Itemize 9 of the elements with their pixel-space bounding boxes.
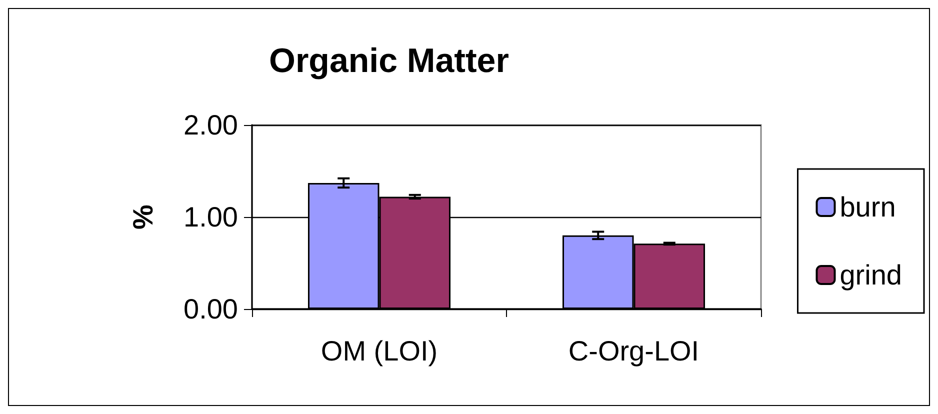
y-tick-label: 0.00 xyxy=(184,294,238,324)
legend-label: grind xyxy=(840,260,902,290)
y-tick-label: 2.00 xyxy=(184,110,238,140)
legend-label: burn xyxy=(840,192,896,222)
y-tick-label: 1.00 xyxy=(184,202,238,232)
chart-title: Organic Matter xyxy=(269,42,509,80)
x-tick-label: OM (LOI) xyxy=(320,336,438,366)
y-axis-title: % xyxy=(128,204,158,230)
x-tick-label: C-Org-LOI xyxy=(568,336,700,366)
